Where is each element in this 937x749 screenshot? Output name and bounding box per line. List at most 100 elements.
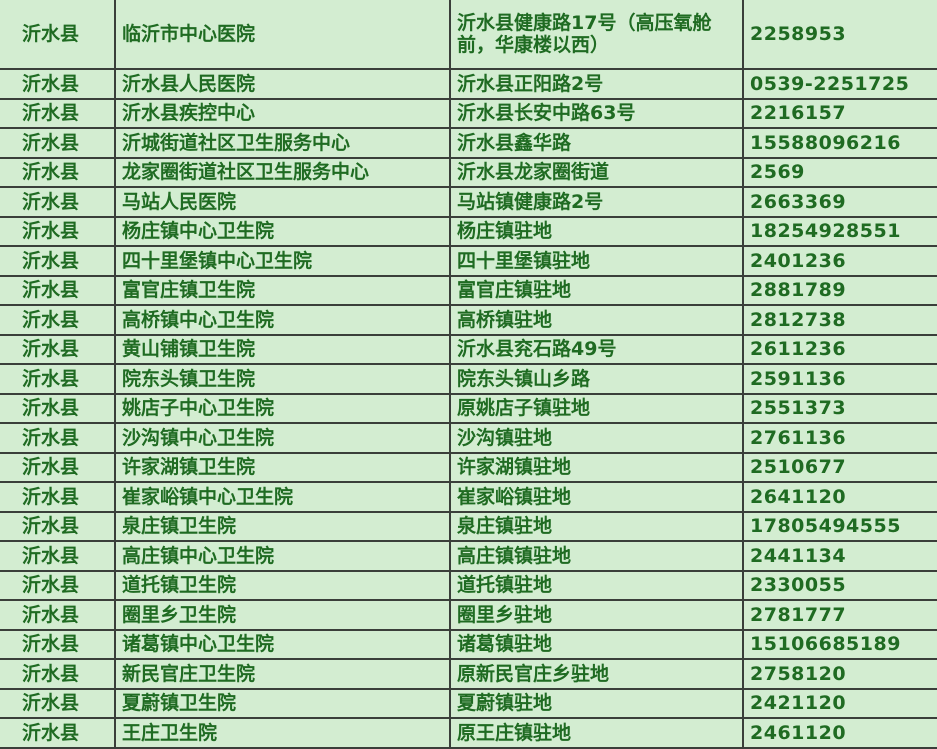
institution-name-cell: 许家湖镇卫生院 <box>114 452 451 483</box>
table-row: 沂水县 高庄镇中心卫生院 高庄镇镇驻地 2441134 <box>0 541 937 572</box>
phone-cell: 2781777 <box>742 600 937 631</box>
address-cell: 泉庄镇驻地 <box>449 511 744 542</box>
institution-name-cell: 高桥镇中心卫生院 <box>114 305 451 336</box>
table-row: 沂水县 杨庄镇中心卫生院 杨庄镇驻地 18254928551 <box>0 216 937 247</box>
phone-cell: 0539-2251725 <box>742 69 937 100</box>
table-row: 沂水县 高桥镇中心卫生院 高桥镇驻地 2812738 <box>0 305 937 336</box>
table-row: 沂水县 许家湖镇卫生院 许家湖镇驻地 2510677 <box>0 452 937 483</box>
institution-name-cell: 沂城街道社区卫生服务中心 <box>114 128 451 159</box>
phone-cell: 17805494555 <box>742 511 937 542</box>
address-cell: 诸葛镇驻地 <box>449 629 744 660</box>
phone-cell: 2591136 <box>742 364 937 395</box>
address-cell: 圈里乡驻地 <box>449 600 744 631</box>
institution-name-cell: 姚店子中心卫生院 <box>114 393 451 424</box>
phone-cell: 18254928551 <box>742 216 937 247</box>
institution-name-cell: 新民官庄卫生院 <box>114 659 451 690</box>
table-row: 沂水县 马站人民医院 马站镇健康路2号 2663369 <box>0 187 937 218</box>
table-row: 沂水县 四十里堡镇中心卫生院 四十里堡镇驻地 2401236 <box>0 246 937 277</box>
phone-cell: 2758120 <box>742 659 937 690</box>
phone-cell: 2663369 <box>742 187 937 218</box>
institution-name-cell: 龙家圈街道社区卫生服务中心 <box>114 157 451 188</box>
phone-cell: 2401236 <box>742 246 937 277</box>
institution-name-cell: 夏蔚镇卫生院 <box>114 688 451 719</box>
county-cell: 沂水县 <box>0 216 116 247</box>
county-cell: 沂水县 <box>0 275 116 306</box>
institution-name-cell: 黄山铺镇卫生院 <box>114 334 451 365</box>
address-cell: 许家湖镇驻地 <box>449 452 744 483</box>
phone-cell: 15106685189 <box>742 629 937 660</box>
phone-cell: 2510677 <box>742 452 937 483</box>
county-cell: 沂水县 <box>0 688 116 719</box>
institution-name-cell: 泉庄镇卫生院 <box>114 511 451 542</box>
address-cell: 杨庄镇驻地 <box>449 216 744 247</box>
county-cell: 沂水县 <box>0 570 116 601</box>
county-cell: 沂水县 <box>0 629 116 660</box>
institution-name-cell: 临沂市中心医院 <box>114 0 451 70</box>
table-row: 沂水县 夏蔚镇卫生院 夏蔚镇驻地 2421120 <box>0 688 937 719</box>
county-cell: 沂水县 <box>0 69 116 100</box>
table-row: 沂水县 沂水县人民医院 沂水县正阳路2号 0539-2251725 <box>0 69 937 100</box>
table-row: 沂水县 沙沟镇中心卫生院 沙沟镇驻地 2761136 <box>0 423 937 454</box>
county-cell: 沂水县 <box>0 482 116 513</box>
county-cell: 沂水县 <box>0 393 116 424</box>
county-cell: 沂水县 <box>0 423 116 454</box>
address-cell: 道托镇驻地 <box>449 570 744 601</box>
county-cell: 沂水县 <box>0 0 116 70</box>
institution-name-cell: 高庄镇中心卫生院 <box>114 541 451 572</box>
address-cell: 马站镇健康路2号 <box>449 187 744 218</box>
table-row: 沂水县 沂城街道社区卫生服务中心 沂水县鑫华路 15588096216 <box>0 128 937 159</box>
county-cell: 沂水县 <box>0 98 116 129</box>
county-cell: 沂水县 <box>0 600 116 631</box>
address-cell: 高庄镇镇驻地 <box>449 541 744 572</box>
address-cell: 原王庄镇驻地 <box>449 718 744 749</box>
phone-cell: 2761136 <box>742 423 937 454</box>
table-row: 沂水县 临沂市中心医院 沂水县健康路17号（高压氧舱前，华康楼以西） 2258953 <box>0 0 937 70</box>
county-cell: 沂水县 <box>0 452 116 483</box>
institution-name-cell: 诸葛镇中心卫生院 <box>114 629 451 660</box>
phone-cell: 2330055 <box>742 570 937 601</box>
table-row: 沂水县 道托镇卫生院 道托镇驻地 2330055 <box>0 570 937 601</box>
institution-name-cell: 圈里乡卫生院 <box>114 600 451 631</box>
phone-cell: 2812738 <box>742 305 937 336</box>
address-cell: 沙沟镇驻地 <box>449 423 744 454</box>
institution-name-cell: 沂水县人民医院 <box>114 69 451 100</box>
address-cell: 崔家峪镇驻地 <box>449 482 744 513</box>
table-row: 沂水县 泉庄镇卫生院 泉庄镇驻地 17805494555 <box>0 511 937 542</box>
table-row: 沂水县 崔家峪镇中心卫生院 崔家峪镇驻地 2641120 <box>0 482 937 513</box>
institution-name-cell: 马站人民医院 <box>114 187 451 218</box>
institution-name-cell: 富官庄镇卫生院 <box>114 275 451 306</box>
address-cell: 沂水县龙家圈街道 <box>449 157 744 188</box>
table-row: 沂水县 龙家圈街道社区卫生服务中心 沂水县龙家圈街道 2569 <box>0 157 937 188</box>
address-cell: 沂水县鑫华路 <box>449 128 744 159</box>
institution-name-cell: 王庄卫生院 <box>114 718 451 749</box>
institution-name-cell: 崔家峪镇中心卫生院 <box>114 482 451 513</box>
address-cell: 原姚店子镇驻地 <box>449 393 744 424</box>
institution-name-cell: 四十里堡镇中心卫生院 <box>114 246 451 277</box>
phone-cell: 2421120 <box>742 688 937 719</box>
phone-cell: 2551373 <box>742 393 937 424</box>
table-row: 沂水县 沂水县疾控中心 沂水县长安中路63号 2216157 <box>0 98 937 129</box>
phone-cell: 2569 <box>742 157 937 188</box>
county-cell: 沂水县 <box>0 334 116 365</box>
county-cell: 沂水县 <box>0 718 116 749</box>
county-cell: 沂水县 <box>0 246 116 277</box>
county-cell: 沂水县 <box>0 187 116 218</box>
address-cell: 院东头镇山乡路 <box>449 364 744 395</box>
phone-cell: 2641120 <box>742 482 937 513</box>
table-row: 沂水县 黄山铺镇卫生院 沂水县兖石路49号 2611236 <box>0 334 937 365</box>
county-cell: 沂水县 <box>0 157 116 188</box>
county-cell: 沂水县 <box>0 364 116 395</box>
table-row: 沂水县 新民官庄卫生院 原新民官庄乡驻地 2758120 <box>0 659 937 690</box>
phone-cell: 2441134 <box>742 541 937 572</box>
county-cell: 沂水县 <box>0 541 116 572</box>
table-row: 沂水县 富官庄镇卫生院 富官庄镇驻地 2881789 <box>0 275 937 306</box>
phone-cell: 2881789 <box>742 275 937 306</box>
county-cell: 沂水县 <box>0 511 116 542</box>
address-cell: 高桥镇驻地 <box>449 305 744 336</box>
institution-name-cell: 沙沟镇中心卫生院 <box>114 423 451 454</box>
phone-cell: 15588096216 <box>742 128 937 159</box>
table-row: 沂水县 院东头镇卫生院 院东头镇山乡路 2591136 <box>0 364 937 395</box>
county-cell: 沂水县 <box>0 305 116 336</box>
